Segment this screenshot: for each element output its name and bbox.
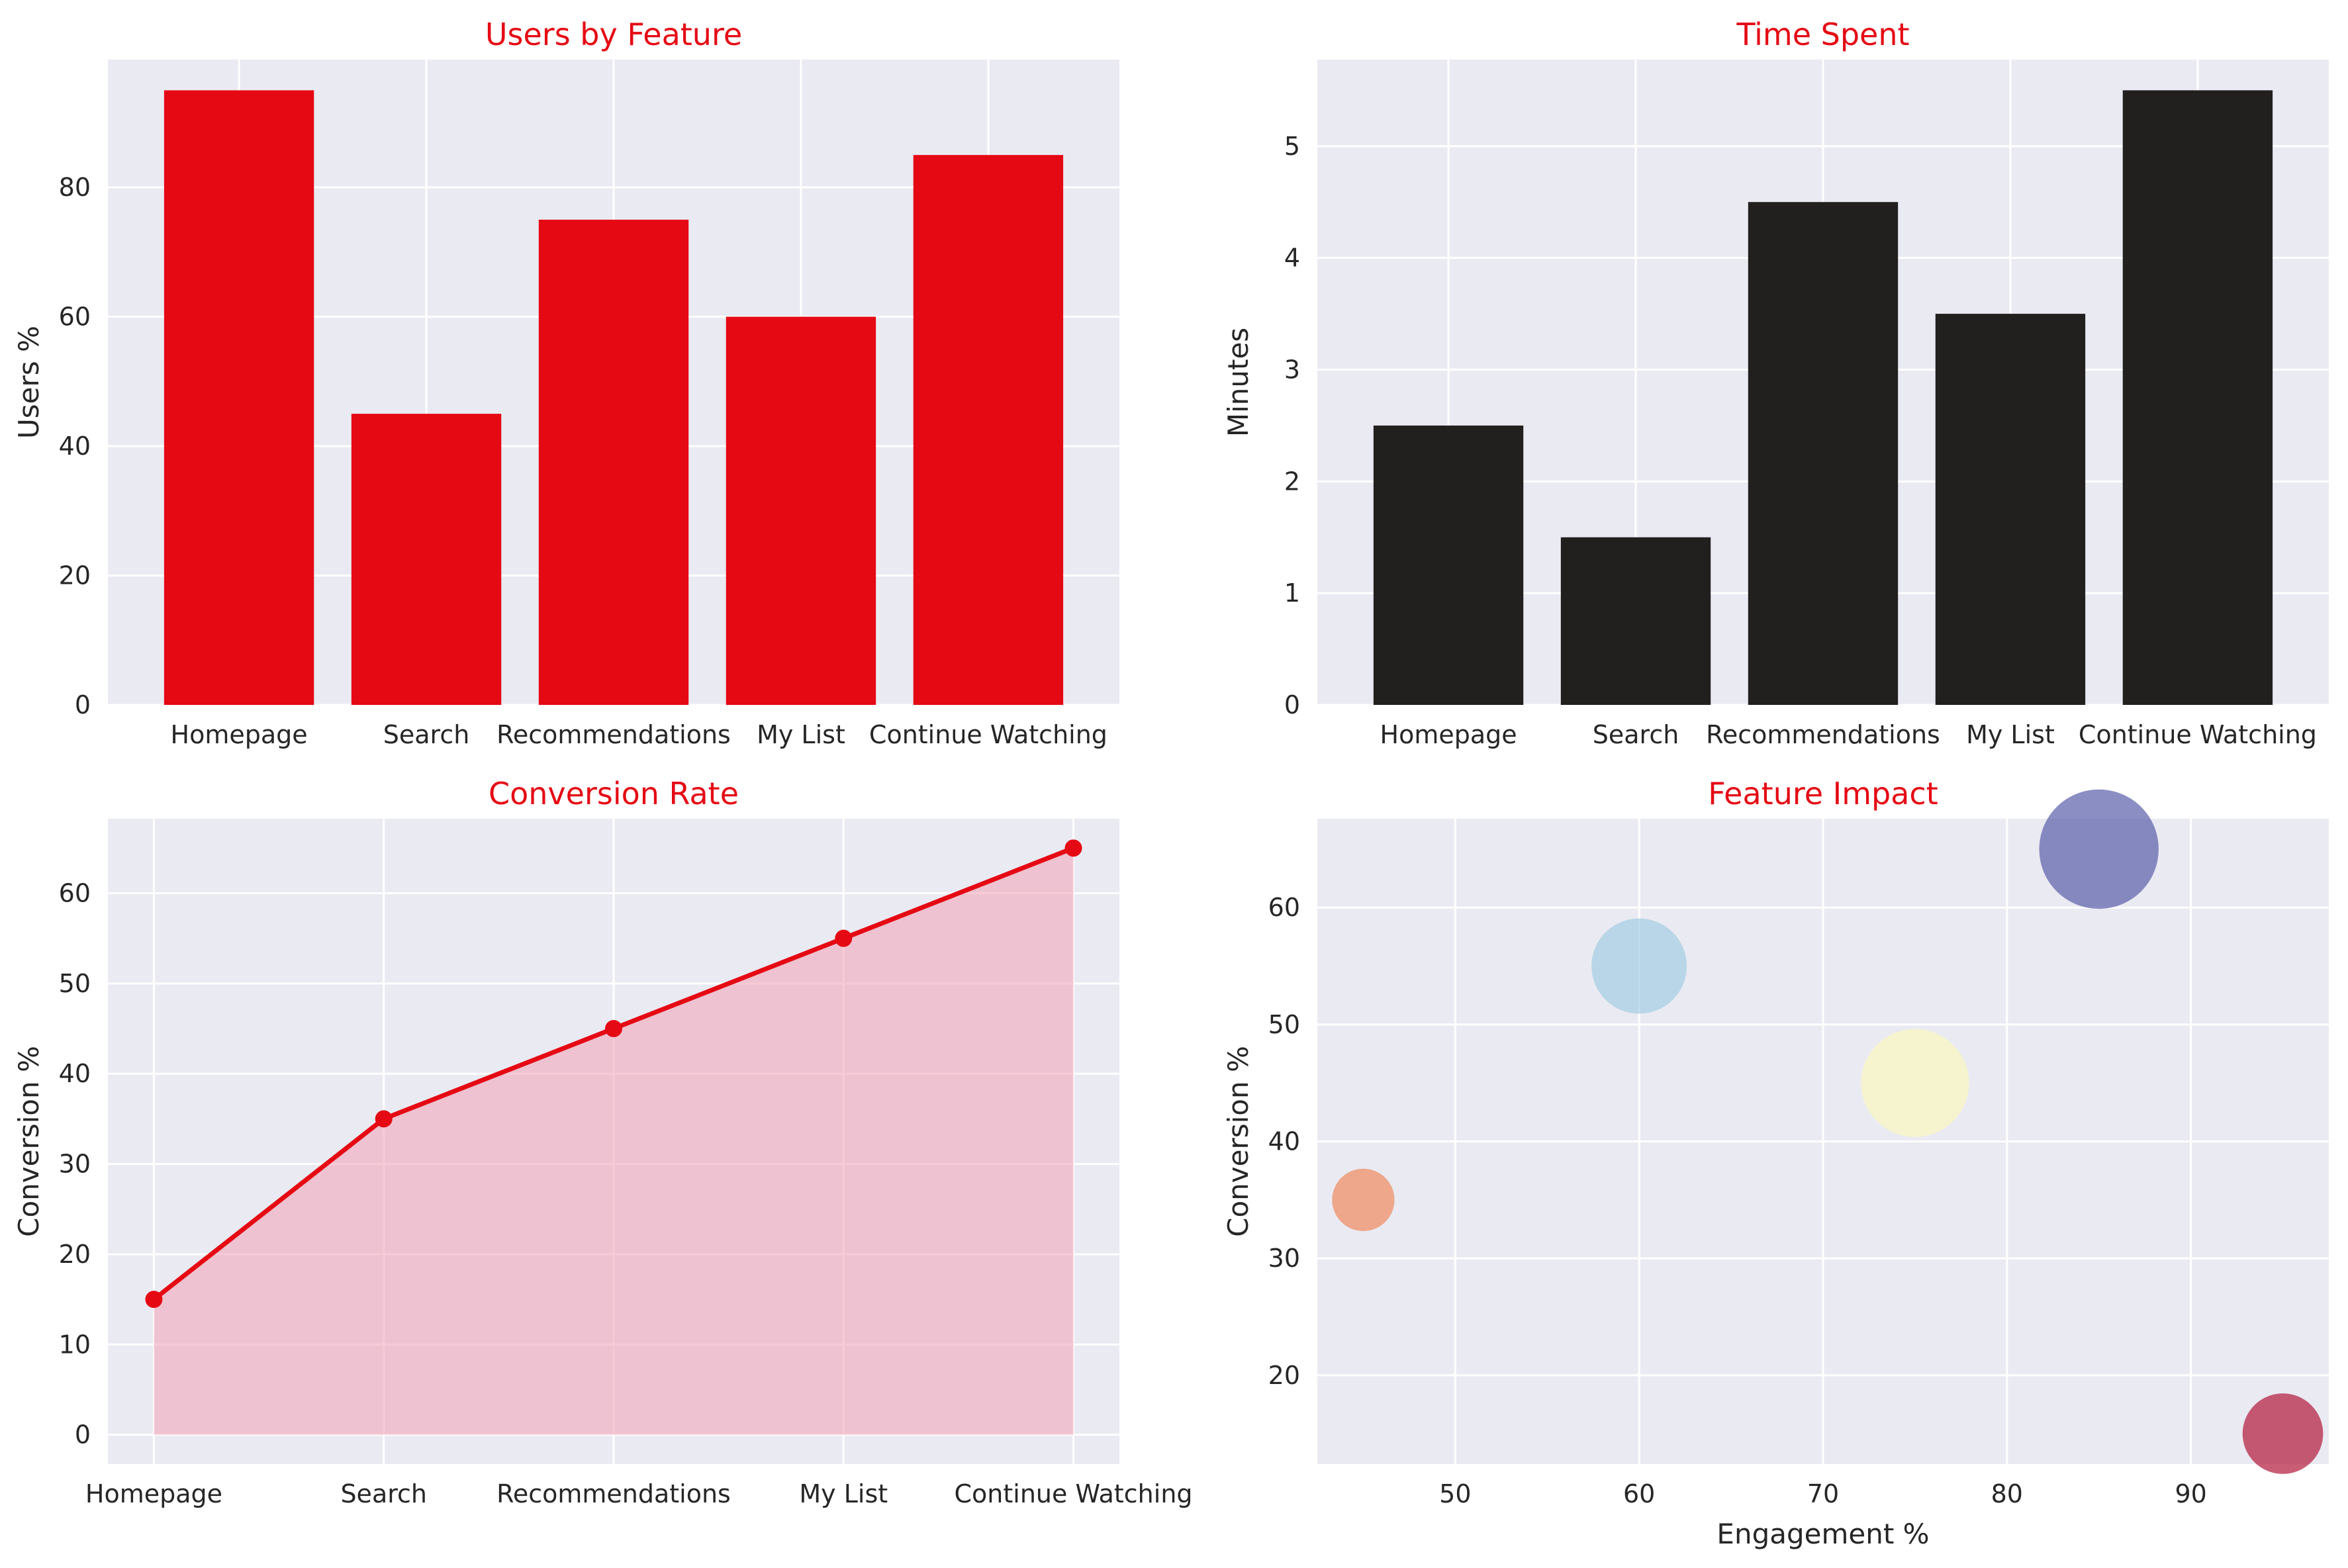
- x-tick-label: 60: [1623, 1479, 1655, 1508]
- y-tick-label: 40: [59, 432, 91, 461]
- bar-continue-watching: [913, 155, 1064, 706]
- y-tick-label: 30: [59, 1150, 91, 1179]
- x-tick-label: Search: [383, 720, 470, 749]
- bar-my-list: [726, 316, 876, 706]
- bar-search: [1560, 537, 1711, 705]
- x-tick-label: 90: [2175, 1479, 2206, 1508]
- x-tick-label: 50: [1439, 1479, 1471, 1508]
- y-tick-label: 50: [1268, 1010, 1300, 1039]
- bar-homepage: [1373, 425, 1524, 705]
- bubble: [2039, 789, 2159, 909]
- x-tick-label: Recommendations: [496, 1479, 731, 1508]
- y-tick-label: 20: [1268, 1361, 1300, 1390]
- x-axis-label: Engagement %: [1716, 1518, 1929, 1550]
- bar-continue-watching: [2122, 90, 2273, 705]
- x-tick-label: Recommendations: [1706, 720, 1940, 749]
- x-tick-label: My List: [1966, 720, 2055, 749]
- x-tick-label: My List: [799, 1479, 888, 1508]
- y-tick-label: 60: [59, 879, 91, 908]
- y-tick-label: 20: [59, 1240, 91, 1269]
- x-tick-label: Search: [340, 1479, 427, 1508]
- y-tick-label: 3: [1284, 355, 1300, 385]
- y-tick-label: 60: [1268, 893, 1300, 922]
- y-axis-label: Minutes: [1222, 328, 1254, 437]
- chart-title: Time Spent: [1736, 17, 1909, 52]
- y-tick-label: 0: [75, 690, 91, 719]
- y-tick-label: 5: [1284, 132, 1300, 161]
- chart-title: Feature Impact: [1708, 776, 1938, 811]
- x-tick-label: 70: [1807, 1479, 1839, 1508]
- chart-title: Conversion Rate: [489, 776, 739, 811]
- bubble: [1332, 1168, 1395, 1231]
- chart-4: Feature Impact Conversion % Engagement % 50…: [1222, 776, 2329, 1550]
- x-tick-label: Continue Watching: [955, 1479, 1193, 1508]
- bar-my-list: [1935, 314, 2086, 705]
- chart-2: Time Spent Minutes 0 1 2 3 4 5 Homepage Search Rec…: [1222, 17, 2329, 749]
- point-continue-watching: [1064, 839, 1082, 857]
- chart-title: Users by Feature: [485, 17, 742, 52]
- y-tick-label: 4: [1284, 244, 1300, 273]
- bar-recommendations: [538, 219, 689, 705]
- y-tick-label: 2: [1284, 467, 1300, 496]
- bar-recommendations: [1748, 202, 1899, 705]
- y-tick-label: 40: [59, 1059, 91, 1088]
- y-tick-label: 10: [59, 1330, 91, 1359]
- bar-homepage: [164, 90, 314, 705]
- y-axis-label: Users %: [13, 326, 45, 439]
- x-tick-label: Continue Watching: [2079, 720, 2317, 749]
- x-tick-label: 80: [1991, 1479, 2023, 1508]
- bubble: [1861, 1029, 1969, 1137]
- y-tick-label: 30: [1268, 1244, 1300, 1273]
- chart-3: Conversion Rate Conversion % 0 10 20 30 40 50 60…: [13, 776, 1193, 1508]
- bubble: [2242, 1393, 2324, 1474]
- bubble: [1591, 918, 1687, 1014]
- area-fill: [154, 848, 1074, 1435]
- x-tick-label: My List: [757, 720, 845, 749]
- x-tick-label: Search: [1593, 720, 1679, 749]
- y-tick-label: 80: [59, 173, 91, 202]
- point-homepage: [145, 1291, 163, 1309]
- point-search: [375, 1110, 393, 1128]
- chart-1: Users by Feature Users % 0 20 40 60 80 Homepage…: [13, 17, 1119, 749]
- x-tick-label: Recommendations: [496, 720, 731, 749]
- y-tick-label: 40: [1268, 1127, 1300, 1156]
- y-tick-label: 60: [59, 302, 91, 332]
- y-axis-label: Conversion %: [1222, 1046, 1254, 1237]
- y-tick-label: 20: [59, 561, 91, 590]
- point-recommendations: [605, 1020, 622, 1038]
- x-tick-label: Homepage: [1380, 720, 1517, 749]
- x-tick-label: Homepage: [85, 1479, 222, 1508]
- y-tick-label: 1: [1284, 578, 1300, 608]
- y-tick-label: 0: [1284, 690, 1300, 719]
- x-tick-label: Homepage: [171, 720, 308, 749]
- point-my-list: [835, 929, 853, 947]
- y-tick-label: 0: [75, 1420, 91, 1450]
- y-tick-label: 50: [59, 969, 91, 998]
- y-axis-label: Conversion %: [13, 1046, 45, 1237]
- x-tick-label: Continue Watching: [869, 720, 1107, 749]
- bar-search: [351, 414, 502, 705]
